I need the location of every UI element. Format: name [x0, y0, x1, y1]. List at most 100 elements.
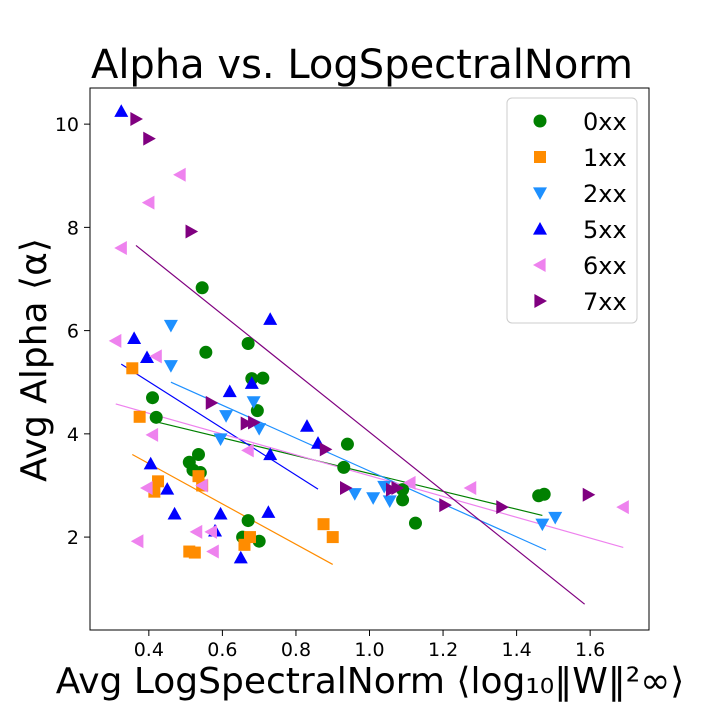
data-point-6xx: [145, 427, 159, 442]
data-point-2xx: [213, 433, 228, 447]
data-points: [108, 104, 629, 564]
y-axis-label: Avg Alpha ⟨α⟩: [14, 238, 55, 482]
data-point-7xx: [339, 481, 353, 496]
chart-title: Alpha vs. LogSpectralNorm: [91, 42, 633, 88]
x-tick-label: 0.6: [207, 639, 237, 661]
data-point-5xx: [143, 456, 158, 470]
y-axis: 2 4 6 8 10: [55, 114, 90, 549]
data-point-1xx: [326, 531, 339, 544]
x-tick-label: 1.0: [354, 639, 384, 661]
data-point-0xx: [337, 460, 351, 474]
data-point-5xx: [140, 350, 155, 364]
data-point-0xx: [241, 337, 255, 351]
data-point-5xx: [244, 376, 259, 389]
data-point-1xx: [188, 546, 201, 559]
data-point-7xx: [582, 487, 596, 502]
x-axis-label: Avg LogSpectralNorm ⟨log₁₀‖W‖²∞⟩: [56, 661, 685, 702]
data-point-2xx: [163, 319, 178, 333]
y-tick-label: 10: [55, 114, 79, 136]
legend-marker-2xx: [533, 187, 547, 200]
data-point-0xx: [340, 437, 354, 451]
data-point-6xx: [463, 481, 477, 496]
data-point-5xx: [167, 506, 182, 520]
data-point-7xx: [496, 500, 509, 515]
x-tick-label: 1.6: [575, 639, 605, 661]
fit-lines: [115, 244, 624, 605]
x-tick-label: 1.2: [428, 639, 458, 661]
data-point-0xx: [256, 371, 270, 385]
data-point-5xx: [127, 331, 142, 344]
data-point-1xx: [133, 410, 146, 423]
data-point-0xx: [537, 487, 551, 501]
legend-marker-7xx: [534, 294, 547, 308]
data-point-5xx: [261, 505, 276, 518]
data-point-6xx: [402, 475, 416, 490]
data-point-6xx: [130, 534, 144, 549]
data-point-0xx: [191, 447, 205, 461]
x-tick-label: 1.4: [501, 639, 531, 661]
legend-label-1xx: 1xx: [583, 144, 627, 172]
data-point-6xx: [108, 333, 122, 348]
data-point-2xx: [219, 410, 234, 423]
data-point-1xx: [152, 475, 165, 488]
data-point-7xx: [248, 415, 261, 430]
legend-label-5xx: 5xx: [583, 216, 627, 244]
data-point-2xx: [366, 492, 381, 505]
data-point-2xx: [347, 488, 362, 501]
data-point-0xx: [241, 514, 255, 528]
legend-label-2xx: 2xx: [583, 180, 627, 208]
data-point-2xx: [548, 511, 563, 525]
legend-label-7xx: 7xx: [583, 288, 627, 316]
data-point-5xx: [213, 506, 228, 520]
legend-marker-6xx: [533, 258, 546, 272]
data-point-0xx: [195, 281, 209, 295]
legend: 0xx 1xx 2xx 5xx 6xx 7xx: [506, 97, 638, 324]
fit-line-5xx: [120, 363, 319, 490]
data-point-5xx: [263, 312, 278, 325]
data-point-5xx: [160, 482, 175, 495]
data-point-6xx: [195, 478, 208, 493]
x-tick-label: 0.4: [134, 639, 164, 661]
x-tick-label: 0.8: [281, 639, 311, 661]
data-point-6xx: [114, 241, 127, 256]
data-point-7xx: [439, 498, 452, 513]
data-point-5xx: [114, 104, 129, 117]
data-point-0xx: [408, 516, 422, 530]
data-point-7xx: [185, 224, 199, 239]
data-point-0xx: [396, 493, 410, 507]
data-point-7xx: [240, 416, 254, 431]
data-point-2xx: [163, 360, 178, 373]
y-tick-label: 8: [67, 217, 79, 239]
legend-marker-0xx: [533, 114, 547, 128]
fit-line-2xx: [170, 381, 547, 551]
data-point-6xx: [140, 481, 153, 496]
data-point-6xx: [141, 195, 155, 210]
data-point-0xx: [146, 391, 160, 405]
data-point-6xx: [206, 544, 219, 559]
legend-label-6xx: 6xx: [583, 252, 627, 280]
data-point-1xx: [317, 518, 330, 531]
data-point-6xx: [173, 167, 186, 182]
data-point-5xx: [233, 550, 248, 564]
fit-line-7xx: [135, 244, 586, 605]
data-point-1xx: [243, 531, 256, 544]
legend-label-0xx: 0xx: [583, 108, 627, 136]
data-point-7xx: [205, 395, 219, 410]
data-point-7xx: [130, 111, 143, 126]
x-axis: 0.4 0.6 0.8 1.0 1.2 1.4 1.6: [134, 630, 605, 661]
legend-marker-1xx: [534, 151, 546, 163]
data-point-5xx: [263, 447, 278, 461]
data-point-0xx: [199, 345, 213, 359]
fit-line-1xx: [132, 453, 334, 565]
data-point-7xx: [391, 481, 405, 496]
data-point-2xx: [535, 518, 550, 532]
y-tick-label: 6: [67, 321, 79, 343]
data-point-6xx: [189, 524, 203, 539]
data-point-1xx: [126, 362, 139, 375]
data-point-7xx: [319, 442, 333, 457]
data-point-6xx: [616, 500, 629, 515]
data-point-2xx: [246, 396, 261, 409]
data-point-6xx: [241, 443, 254, 458]
data-point-0xx: [149, 410, 163, 424]
